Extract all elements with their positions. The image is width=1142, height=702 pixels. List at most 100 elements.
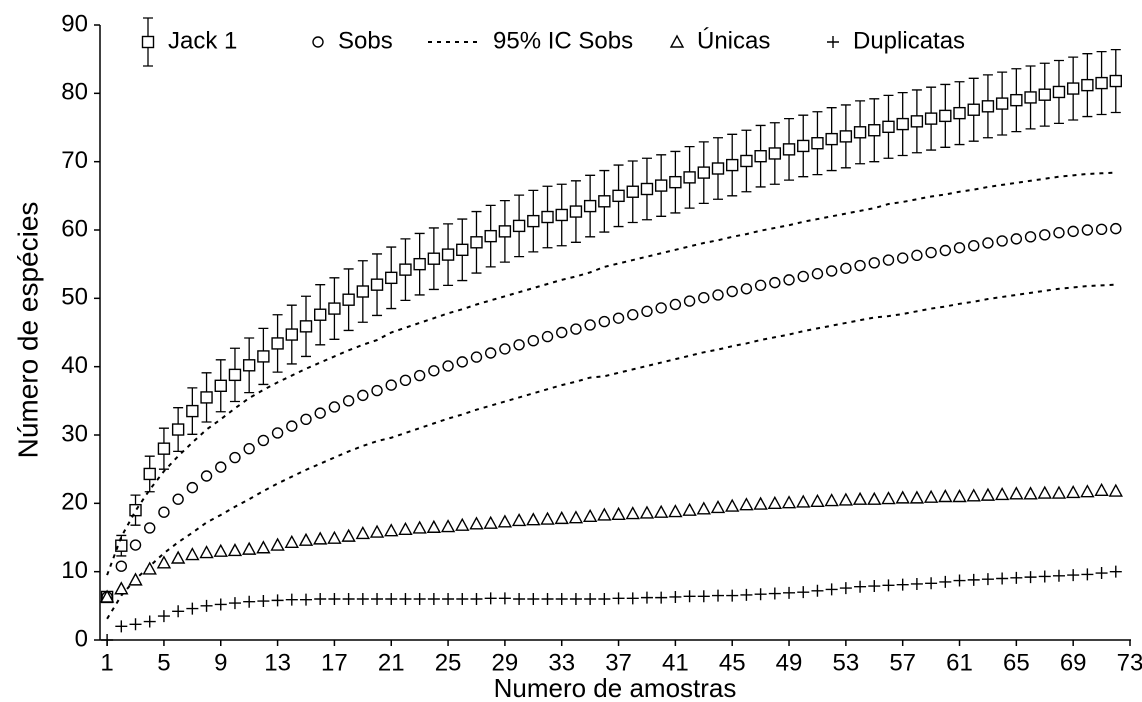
triangle-marker — [270, 537, 285, 551]
plus-marker — [896, 578, 909, 591]
legend-label: 95% IC Sobs — [493, 27, 633, 54]
square-marker — [527, 214, 540, 228]
circle-marker — [811, 268, 824, 280]
square-marker — [484, 229, 497, 243]
square-marker — [868, 124, 881, 137]
y-tick-label: 30 — [61, 420, 88, 447]
plus-marker — [1038, 570, 1051, 583]
circle-marker — [257, 434, 270, 447]
plus-marker — [569, 593, 582, 605]
legend-label: Únicas — [697, 27, 770, 54]
circle-marker — [286, 420, 298, 432]
circle-marker — [939, 244, 952, 257]
legend-marker — [669, 34, 685, 48]
plus-marker — [910, 577, 923, 590]
square-marker — [214, 379, 227, 392]
triangle-marker — [142, 561, 157, 575]
circle-marker — [754, 279, 767, 292]
circle-marker — [129, 539, 142, 551]
ci-line — [106, 171, 1116, 576]
triangle-marker — [625, 506, 640, 520]
plus-marker — [342, 593, 355, 605]
triangle-marker — [313, 531, 328, 545]
x-tick-label: 49 — [776, 649, 803, 676]
square-marker — [342, 293, 355, 306]
square-marker — [299, 320, 313, 333]
square-marker — [228, 368, 242, 382]
plus-marker — [314, 593, 327, 605]
square-marker — [726, 158, 739, 172]
x-tick-label: 73 — [1117, 649, 1142, 676]
triangle-marker — [298, 532, 314, 546]
square-marker — [1038, 88, 1051, 101]
circle-marker — [570, 323, 582, 335]
triangle-marker — [739, 497, 754, 511]
square-marker — [683, 171, 696, 184]
legend: Jack 1 Sobs 95% IC Sobs Únicas Duplicatas — [141, 17, 965, 67]
triangle-marker — [781, 495, 797, 509]
plus-marker — [626, 592, 639, 605]
triangle-marker — [938, 489, 953, 503]
x-tick-label: 29 — [492, 649, 519, 676]
plus-marker — [115, 620, 128, 633]
plus-marker — [129, 618, 142, 631]
triangle-marker — [895, 490, 910, 504]
circle-marker — [840, 262, 852, 274]
triangle-marker — [170, 550, 186, 564]
triangle-marker — [156, 555, 172, 569]
circle-marker — [996, 235, 1008, 247]
circle-marker — [1053, 227, 1065, 239]
plus-marker — [996, 572, 1009, 585]
square-marker — [470, 236, 483, 249]
plus-marker — [143, 615, 156, 628]
triangle-marker — [1023, 486, 1038, 500]
plus-marker — [498, 592, 511, 605]
triangle-marker — [1051, 485, 1067, 499]
plus-marker — [442, 593, 455, 605]
triangle-marker — [99, 589, 115, 603]
plus-marker — [257, 595, 270, 608]
triangle-marker — [923, 489, 939, 503]
triangle-marker — [341, 528, 356, 542]
circle-marker — [158, 506, 170, 518]
x-tick-label: 69 — [1060, 649, 1087, 676]
square-marker — [811, 137, 824, 150]
triangle-marker — [753, 496, 768, 510]
circle-marker — [825, 265, 838, 277]
square-marker — [314, 308, 327, 321]
y-tick-label: 10 — [61, 557, 88, 584]
legend-label: Jack 1 — [168, 27, 237, 54]
y-tick-label: 60 — [61, 215, 88, 242]
x-tick-label: 57 — [889, 649, 916, 676]
plus-marker — [925, 577, 938, 590]
circle-marker — [342, 395, 355, 407]
plus-marker — [300, 593, 312, 606]
circle-marker — [243, 442, 255, 455]
square-marker — [953, 106, 966, 120]
circle-marker — [925, 246, 937, 259]
plus-marker — [640, 591, 653, 604]
square-marker — [768, 147, 782, 160]
x-tick-label: 1 — [100, 649, 113, 676]
triangle-marker — [597, 507, 612, 521]
circle-marker — [328, 401, 341, 413]
plus-marker — [1081, 568, 1094, 581]
square-marker — [242, 359, 256, 372]
circle-marker — [399, 374, 412, 387]
plus-marker — [1109, 565, 1122, 578]
square-marker — [441, 248, 455, 261]
square-marker — [669, 175, 682, 189]
plus-marker — [953, 574, 966, 587]
square-marker — [512, 219, 526, 233]
plus-marker — [413, 593, 426, 605]
square-marker — [413, 257, 426, 271]
triangle-marker — [881, 491, 896, 505]
circle-marker — [740, 283, 753, 295]
plus-marker — [101, 634, 114, 646]
triangle-marker — [199, 545, 214, 559]
x-tick-label: 41 — [662, 649, 689, 676]
circle-marker — [456, 356, 468, 368]
plus-marker — [371, 593, 384, 605]
plus-marker — [797, 586, 810, 599]
plus-marker — [825, 583, 838, 596]
